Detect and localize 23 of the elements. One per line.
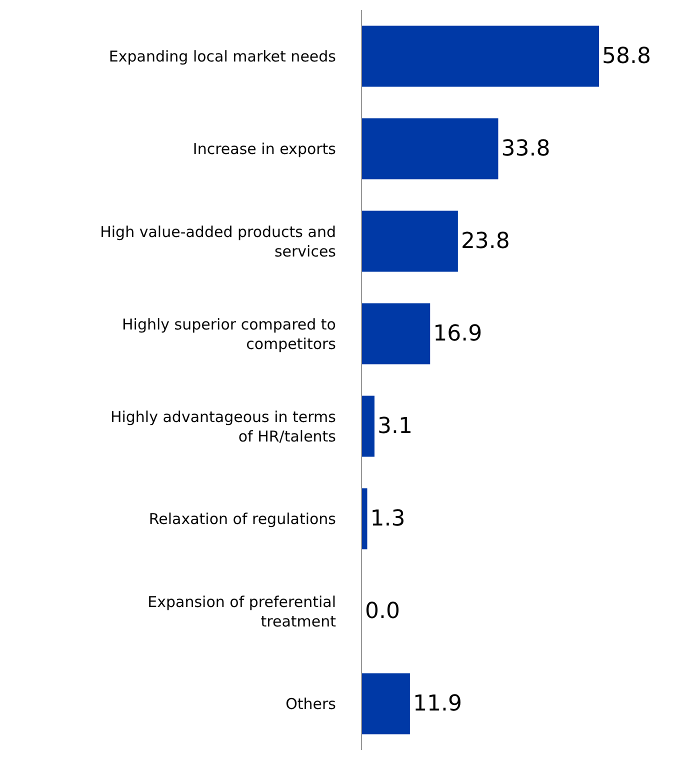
data-label: 16.9 (433, 321, 482, 346)
data-label: 3.1 (377, 414, 412, 439)
bar (362, 396, 374, 457)
data-label: 11.9 (412, 691, 462, 716)
data-label: 0.0 (365, 598, 400, 624)
data-label: 23.8 (460, 228, 510, 254)
bar (362, 673, 410, 734)
bar (362, 210, 458, 272)
bar (362, 118, 498, 180)
data-label: 58.8 (602, 44, 651, 69)
y-tick-label: High value-added products and services (100, 222, 336, 260)
data-label: 33.8 (501, 136, 550, 162)
y-tick-label: Expansion of preferential treatment (148, 592, 336, 630)
y-tick-label: Highly advantageous in terms of HR/talents (110, 408, 336, 446)
y-tick-label: Relaxation of regulations (148, 510, 336, 528)
y-tick-label: Increase in exports (192, 140, 336, 158)
data-label: 1.3 (370, 506, 406, 532)
bar (362, 26, 599, 87)
y-tick-label: Highly superior compared to competitors (122, 315, 336, 353)
bar (362, 488, 368, 550)
bar (362, 303, 430, 364)
y-tick-label: Expanding local market needs (108, 48, 336, 66)
y-tick-label: Others (286, 695, 336, 713)
